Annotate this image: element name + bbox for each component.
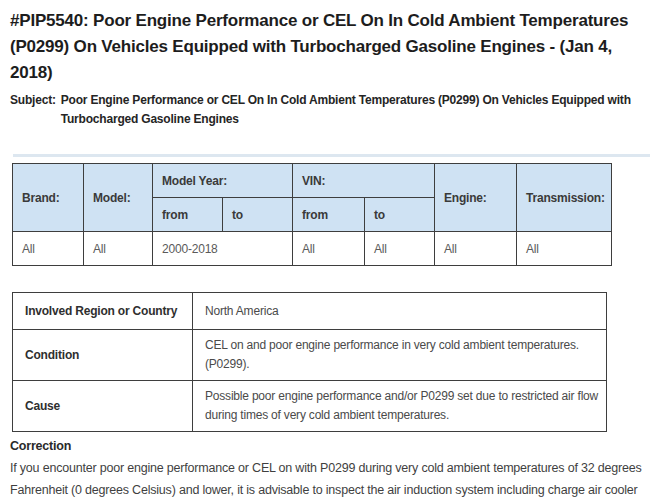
cell-engine-value: All [435,232,517,266]
header-cell-vin: VIN: [293,164,435,198]
header-cell-model-year-from: from [153,198,223,232]
vehicle-table-data-row: All All 2000-2018 All All All All [13,232,612,266]
value-cause: Possible poor engine performance and/or … [193,381,607,432]
section-divider [13,154,650,157]
subject-text: Poor Engine Performance or CEL On In Col… [61,91,640,129]
value-condition: CEL on and poor engine performance in ve… [193,330,607,381]
label-involved-region: Involved Region or Country [13,293,193,330]
header-cell-model-year: Model Year: [153,164,293,198]
table-row-condition: Condition CEL on and poor engine perform… [13,330,607,381]
bulletin-document: #PIP5540: Poor Engine Performance or CEL… [0,8,650,502]
vehicle-table-header-row-top: Brand: Model: Model Year: VIN: Engine: T… [13,164,612,198]
header-cell-engine: Engine: [435,164,517,232]
vehicle-applicability-table: Brand: Model: Model Year: VIN: Engine: T… [12,163,612,266]
label-cause: Cause [13,381,193,432]
label-condition: Condition [13,330,193,381]
header-cell-brand: Brand: [13,164,84,232]
cell-transmission-value: All [517,232,612,266]
correction-body: If you encounter poor engine performance… [10,458,642,502]
cell-vin-from-value: All [293,232,365,266]
table-row-involved-region: Involved Region or Country North America [13,293,607,330]
subject-label: Subject: [10,91,56,129]
value-involved-region: North America [193,293,607,330]
details-table: Involved Region or Country North America… [12,292,607,432]
cell-vin-to-value: All [365,232,435,266]
table-row-cause: Cause Possible poor engine performance a… [13,381,607,432]
header-cell-vin-from: from [293,198,365,232]
page-title: #PIP5540: Poor Engine Performance or CEL… [10,8,640,86]
subject-line: Subject: Poor Engine Performance or CEL … [10,91,640,129]
header-cell-vin-to: to [365,198,435,232]
cell-model-value: All [84,232,153,266]
header-cell-transmission: Transmission: [517,164,612,232]
header-cell-model-year-to: to [223,198,293,232]
header-cell-model: Model: [84,164,153,232]
correction-heading: Correction [10,437,640,455]
cell-brand-value: All [13,232,84,266]
cell-model-year-value: 2000-2018 [153,232,293,266]
